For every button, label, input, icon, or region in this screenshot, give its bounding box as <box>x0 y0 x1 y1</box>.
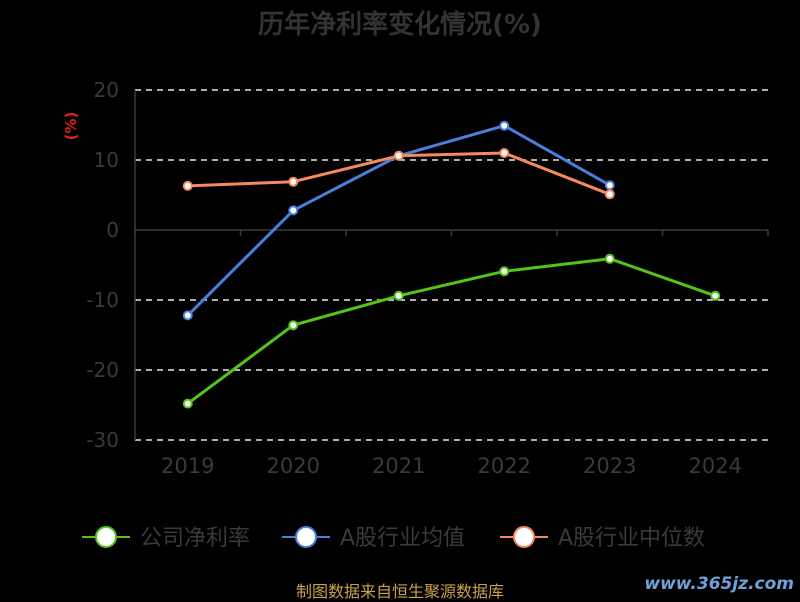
y-tick-label: 0 <box>106 218 119 242</box>
y-tick-label: -10 <box>86 288 119 312</box>
data-point <box>499 266 510 277</box>
data-point <box>393 290 404 301</box>
data-point <box>288 205 299 216</box>
x-tick-label: 2020 <box>267 454 320 478</box>
data-point <box>499 148 510 158</box>
data-point <box>288 176 299 187</box>
grid-lines <box>135 89 768 441</box>
data-point <box>604 189 615 200</box>
legend-marker <box>513 526 535 548</box>
x-tick-label: 2019 <box>161 454 214 478</box>
data-point <box>182 180 193 191</box>
data-source-note: 制图数据来自恒生聚源数据库 <box>295 582 504 601</box>
watermark: www.365jz.com <box>644 574 794 594</box>
data-point <box>499 120 510 131</box>
data-point <box>182 398 193 409</box>
y-tick-label: 20 <box>94 78 119 102</box>
y-tick-label: 10 <box>94 148 119 172</box>
data-point <box>393 150 404 161</box>
data-point <box>182 310 193 321</box>
x-tick-label: 2024 <box>689 454 742 478</box>
y-tick-label: -20 <box>86 358 119 382</box>
x-tick-label: 2022 <box>478 454 531 478</box>
series-lines <box>186 124 716 405</box>
chart-title: 历年净利率变化情况(%) <box>258 10 542 40</box>
legend: 公司净利率 A股行业均值 A股行业中位数 <box>82 526 705 551</box>
x-tick-label: 2023 <box>583 454 636 478</box>
legend-marker <box>295 526 317 548</box>
data-point <box>604 180 615 191</box>
legend-label: 公司净利率 <box>140 526 250 551</box>
y-axis-label: (%) <box>62 112 80 141</box>
data-point <box>288 320 299 331</box>
data-point <box>710 290 721 301</box>
legend-marker <box>95 526 117 548</box>
axes: 20 10 0 -10 -20 -30 2019 2020 2021 2022 2023 2024 <box>86 78 769 478</box>
y-tick-label: -30 <box>86 428 119 452</box>
data-point <box>604 253 615 264</box>
legend-label: A股行业中位数 <box>558 526 705 551</box>
series-line-0 <box>186 257 716 405</box>
legend-label: A股行业均值 <box>340 526 465 551</box>
x-tick-label: 2021 <box>372 454 425 478</box>
series-points <box>182 120 721 409</box>
